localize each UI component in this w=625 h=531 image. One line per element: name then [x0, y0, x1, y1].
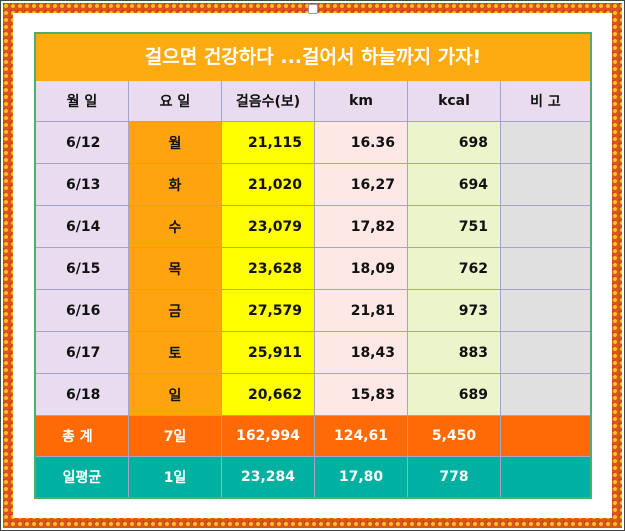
note-cell[interactable]	[501, 206, 590, 248]
header-km[interactable]: km	[315, 81, 408, 122]
weekday-cell[interactable]: 일	[129, 374, 222, 416]
weekday-cell[interactable]: 수	[129, 206, 222, 248]
steps-cell[interactable]: 23,628	[222, 248, 315, 290]
steps-cell[interactable]: 23,079	[222, 206, 315, 248]
kcal-cell[interactable]: 751	[408, 206, 501, 248]
average-days[interactable]: 1일	[129, 457, 222, 497]
km-cell[interactable]: 16,27	[315, 164, 408, 206]
km-cell[interactable]: 16.36	[315, 122, 408, 164]
header-weekday[interactable]: 요 일	[129, 81, 222, 122]
average-steps[interactable]: 23,284	[222, 457, 315, 497]
kcal-cell[interactable]: 689	[408, 374, 501, 416]
note-cell[interactable]	[501, 290, 590, 332]
km-cell[interactable]: 18,09	[315, 248, 408, 290]
note-cell[interactable]	[501, 164, 590, 206]
km-cell[interactable]: 18,43	[315, 332, 408, 374]
average-km[interactable]: 17,80	[315, 457, 408, 497]
header-note[interactable]: 비 고	[501, 81, 590, 122]
kcal-cell[interactable]: 698	[408, 122, 501, 164]
total-label[interactable]: 총 계	[36, 416, 129, 457]
steps-cell[interactable]: 25,911	[222, 332, 315, 374]
note-cell[interactable]	[501, 332, 590, 374]
steps-cell[interactable]: 20,662	[222, 374, 315, 416]
kcal-cell[interactable]: 762	[408, 248, 501, 290]
weekday-cell[interactable]: 월	[129, 122, 222, 164]
note-cell[interactable]	[501, 248, 590, 290]
total-days[interactable]: 7일	[129, 416, 222, 457]
note-cell[interactable]	[501, 122, 590, 164]
km-cell[interactable]: 15,83	[315, 374, 408, 416]
average-label[interactable]: 일평균	[36, 457, 129, 497]
date-cell[interactable]: 6/17	[36, 332, 129, 374]
steps-cell[interactable]: 21,020	[222, 164, 315, 206]
walking-log-table[interactable]: 걸으면 건강하다 ...걸어서 하늘까지 가자! 월 일 요 일 걸음수(보) …	[34, 32, 592, 499]
date-cell[interactable]: 6/15	[36, 248, 129, 290]
kcal-cell[interactable]: 973	[408, 290, 501, 332]
resize-handle[interactable]	[308, 4, 318, 14]
table-title: 걸으면 건강하다 ...걸어서 하늘까지 가자!	[36, 34, 590, 81]
date-cell[interactable]: 6/13	[36, 164, 129, 206]
kcal-cell[interactable]: 883	[408, 332, 501, 374]
note-cell[interactable]	[501, 374, 590, 416]
header-steps[interactable]: 걸음수(보)	[222, 81, 315, 122]
total-km[interactable]: 124,61	[315, 416, 408, 457]
weekday-cell[interactable]: 목	[129, 248, 222, 290]
date-cell[interactable]: 6/18	[36, 374, 129, 416]
km-cell[interactable]: 17,82	[315, 206, 408, 248]
date-cell[interactable]: 6/12	[36, 122, 129, 164]
header-kcal[interactable]: kcal	[408, 81, 501, 122]
weekday-cell[interactable]: 금	[129, 290, 222, 332]
steps-cell[interactable]: 27,579	[222, 290, 315, 332]
date-cell[interactable]: 6/14	[36, 206, 129, 248]
date-cell[interactable]: 6/16	[36, 290, 129, 332]
weekday-cell[interactable]: 토	[129, 332, 222, 374]
total-kcal[interactable]: 5,450	[408, 416, 501, 457]
kcal-cell[interactable]: 694	[408, 164, 501, 206]
total-note[interactable]	[501, 416, 590, 457]
average-kcal[interactable]: 778	[408, 457, 501, 497]
average-note[interactable]	[501, 457, 590, 497]
header-date[interactable]: 월 일	[36, 81, 129, 122]
steps-cell[interactable]: 21,115	[222, 122, 315, 164]
weekday-cell[interactable]: 화	[129, 164, 222, 206]
total-steps[interactable]: 162,994	[222, 416, 315, 457]
km-cell[interactable]: 21,81	[315, 290, 408, 332]
